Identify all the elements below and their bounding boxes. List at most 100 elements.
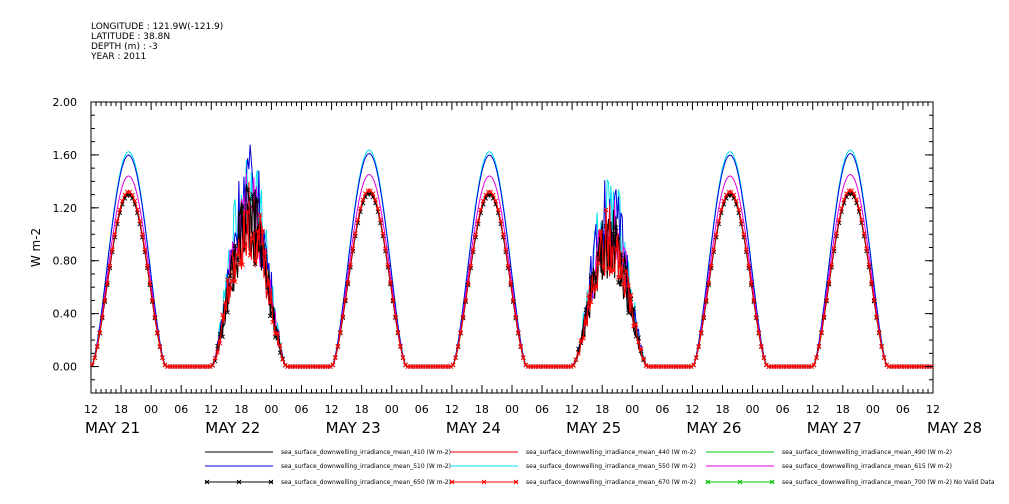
series-marker <box>129 192 135 198</box>
series-marker <box>493 198 499 204</box>
series-marker <box>383 246 388 252</box>
series-marker <box>112 232 118 237</box>
y-tick-label: 0.00 <box>53 361 78 374</box>
x-tick-label: 00 <box>625 403 639 416</box>
series-marker <box>836 217 842 223</box>
series-marker <box>373 197 378 203</box>
series-marker <box>222 300 228 305</box>
series-marker <box>375 206 381 211</box>
legend-marker <box>204 479 210 485</box>
series-marker <box>137 218 143 224</box>
legend-label: sea_surface_downwelling_irradiance_mean_… <box>782 463 952 470</box>
series-marker <box>152 314 158 320</box>
series-marker <box>809 364 814 369</box>
series-marker <box>716 218 722 224</box>
series-marker <box>370 191 376 197</box>
series-marker <box>596 260 601 266</box>
series-marker <box>513 314 519 320</box>
series-marker <box>623 268 629 274</box>
series-marker <box>475 218 481 224</box>
x-tick-label: 18 <box>716 403 730 416</box>
series-marker <box>500 232 506 237</box>
series-marker <box>378 217 383 223</box>
y-tick-label: 1.60 <box>53 149 78 162</box>
series-marker <box>611 268 616 273</box>
series-marker <box>468 263 474 269</box>
series-marker <box>398 343 403 349</box>
x-day-label: MAY 23 <box>326 419 381 437</box>
x-tick-label: 12 <box>445 403 459 416</box>
series-marker <box>601 264 606 270</box>
series-marker <box>460 314 466 320</box>
y-tick-label: 0.40 <box>53 308 78 321</box>
series-marker <box>245 187 250 193</box>
series-marker <box>448 364 453 369</box>
series-marker <box>854 197 859 203</box>
legend-marker <box>481 479 487 485</box>
series-marker <box>350 246 356 252</box>
x-day-label: MAY 25 <box>566 419 621 437</box>
series-marker <box>220 312 225 318</box>
series-marker <box>327 364 333 369</box>
x-day-label: MAY 22 <box>205 419 260 437</box>
x-tick-label: 18 <box>595 403 609 416</box>
legend-marker <box>236 479 242 485</box>
series-marker <box>463 297 468 303</box>
series-marker <box>227 273 233 278</box>
series-marker <box>608 269 614 275</box>
series-marker <box>811 362 817 368</box>
dataset-metadata: LONGITUDE : 121.9W(-121.9) LATITUDE : 38… <box>91 22 223 62</box>
series-marker <box>834 231 839 236</box>
series-marker <box>523 362 529 368</box>
x-tick-label: 06 <box>655 403 669 416</box>
series-marker <box>876 330 882 335</box>
series-marker <box>104 280 110 286</box>
series-marker <box>598 228 604 234</box>
series-marker <box>465 280 471 286</box>
series-marker <box>400 355 406 360</box>
series-marker <box>628 292 634 298</box>
series-marker <box>207 364 213 369</box>
series-marker <box>217 340 223 346</box>
series-marker <box>458 330 463 336</box>
series-marker <box>884 362 889 368</box>
series-marker <box>593 282 599 288</box>
y-tick-label: 1.20 <box>53 202 78 215</box>
series-marker <box>508 280 514 286</box>
x-tick-label: 12 <box>325 403 339 416</box>
series-marker <box>713 232 719 237</box>
series-marker <box>821 314 827 320</box>
series-marker <box>706 280 712 286</box>
series-marker <box>711 247 717 252</box>
x-day-label: MAY 21 <box>85 419 140 437</box>
series-marker <box>613 246 619 252</box>
y-tick-label: 0.80 <box>53 255 78 268</box>
series-marker <box>227 286 233 291</box>
series-marker <box>626 283 631 289</box>
series-marker <box>866 262 872 268</box>
series-marker <box>869 280 874 285</box>
series-marker <box>265 283 271 289</box>
series-marker <box>480 198 486 204</box>
legend-marker <box>737 479 743 485</box>
series-marker <box>518 344 524 349</box>
series-marker <box>210 362 215 368</box>
series-marker <box>242 243 248 249</box>
series-lines <box>89 144 935 369</box>
series-marker <box>162 362 168 368</box>
x-tick-label: 18 <box>234 403 248 416</box>
x-tick-label: 00 <box>385 403 399 416</box>
series-marker <box>581 335 586 341</box>
series-marker <box>573 357 579 362</box>
series-marker <box>696 344 702 349</box>
series-marker <box>215 349 220 355</box>
series-marker <box>260 228 266 234</box>
series-marker <box>150 297 155 303</box>
series-marker <box>97 330 103 336</box>
series-marker <box>237 210 243 216</box>
series-marker <box>450 362 456 368</box>
series-marker <box>235 252 240 257</box>
series-marker <box>831 246 837 252</box>
x-tick-label: 12 <box>84 403 98 416</box>
